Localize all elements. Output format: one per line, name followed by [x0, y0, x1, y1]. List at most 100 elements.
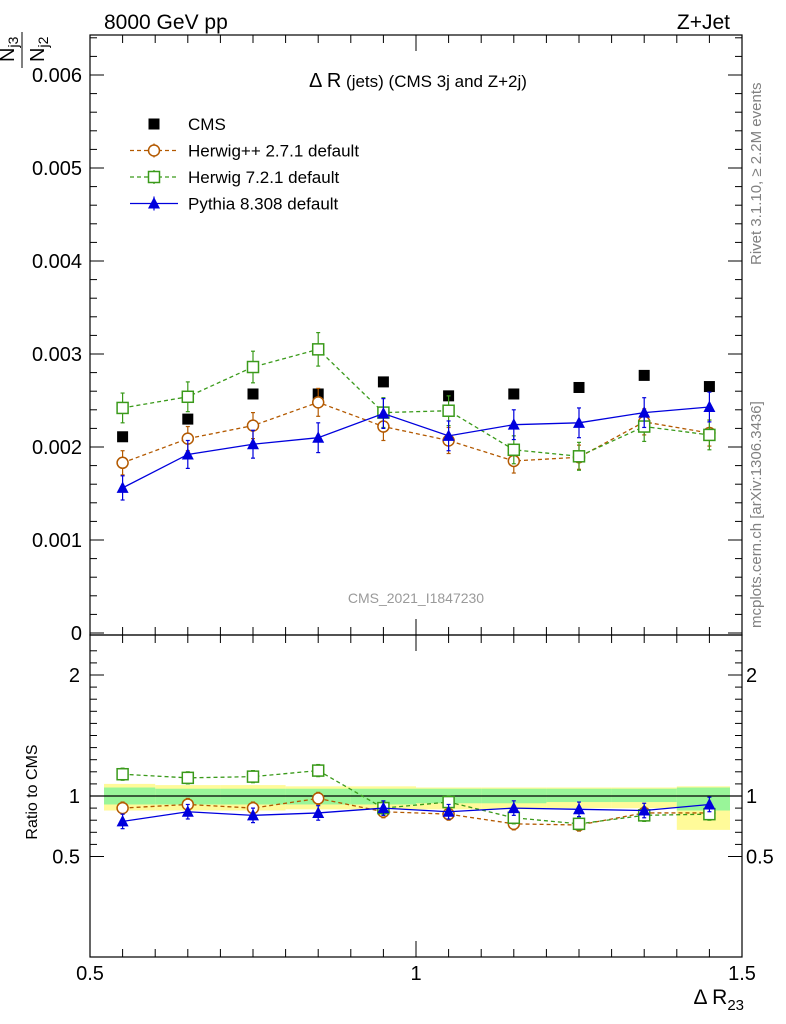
svg-text:Nj2: Nj2: [27, 36, 51, 62]
data-point: [703, 400, 716, 413]
ratio-y-tick-label-right: 1: [746, 786, 757, 808]
data-point: [311, 396, 325, 409]
y-axis-label-main: Nj3 Nj2: [0, 32, 51, 68]
data-point: [181, 805, 194, 817]
data-point: [311, 343, 325, 356]
data-point: [246, 770, 260, 783]
data-point: [181, 771, 195, 785]
data-point: [703, 797, 716, 810]
y-tick-label: 0.002: [32, 437, 82, 459]
data-point: [311, 764, 325, 777]
watermark: CMS_2021_I1847230: [348, 590, 484, 606]
series-line: [122, 401, 710, 464]
series-line: [122, 797, 710, 826]
series-triangle-filled: [116, 391, 716, 501]
series-line: [122, 803, 710, 823]
data-point: [573, 802, 585, 815]
data-point: [442, 429, 455, 441]
series-circle-open: [116, 387, 716, 476]
data-point: [181, 447, 194, 460]
data-point: [246, 419, 260, 432]
legend-marker: [148, 197, 160, 209]
data-point: [181, 390, 195, 404]
data-point: [507, 418, 520, 430]
ratio-y-tick-label: 0.5: [52, 847, 80, 869]
ylabel-den: N: [27, 48, 49, 62]
data-point: [442, 404, 455, 417]
ratio-band-inner: [546, 788, 612, 803]
ylabel-num-sub: j3: [5, 36, 21, 48]
data-point: [573, 381, 585, 393]
data-point: [572, 817, 586, 831]
y-tick-label: 0.004: [32, 251, 82, 273]
legend-label: Pythia 8.308 default: [188, 195, 339, 214]
data-point: [312, 806, 325, 818]
legend-marker: [148, 118, 160, 130]
header-left: 8000 GeV pp: [104, 11, 228, 34]
data-point: [182, 413, 194, 425]
plot-title-rest: (jets) (CMS 3j and Z+2j): [341, 72, 527, 91]
series-line: [122, 406, 710, 489]
ratio-band-inner: [676, 787, 730, 811]
data-point: [116, 401, 129, 415]
data-point: [247, 437, 259, 450]
x-tick-label: 1: [410, 963, 421, 985]
y-tick-label: 0.003: [32, 344, 82, 366]
main-axes: 0 0.001 0.002 0.003 0.004 0.005 0.006: [32, 34, 743, 645]
series-square-filled: [117, 369, 715, 443]
series-triangle-filled: [116, 796, 716, 830]
series-line: [122, 348, 710, 457]
data-point: [508, 388, 520, 400]
x-tick-label: 0.5: [76, 963, 104, 985]
mcplots-label: mcplots.cern.ch [arXiv:1306.3436]: [748, 401, 765, 628]
y-tick-label: 0.001: [32, 530, 82, 552]
ratio-y-tick-label-right: 2: [746, 665, 757, 687]
legend: CMS Herwig++ 2.7.1 default Herwig 7.2.1 de…: [130, 115, 359, 214]
data-point: [116, 801, 129, 815]
rivet-label: Rivet 3.1.10, ≥ 2.2M events: [748, 83, 765, 266]
data-point: [116, 814, 129, 827]
x-tick-label: 1.5: [728, 963, 756, 985]
data-point: [377, 376, 389, 388]
data-point: [116, 767, 129, 781]
legend-label: Herwig 7.2.1 default: [188, 168, 339, 187]
data-point: [247, 808, 259, 821]
xlabel-sub: 23: [727, 997, 744, 1014]
ylabel-num: N: [0, 48, 19, 62]
data-point: [638, 369, 650, 381]
y-tick-label: 0: [71, 623, 82, 645]
y-tick-label: 0.005: [32, 158, 82, 180]
data-point: [311, 792, 325, 805]
data-point: [442, 805, 455, 817]
ratio-y-tick-label: 2: [69, 665, 80, 687]
plot-title-delta: Δ R: [309, 70, 341, 92]
svg-text:Nj3: Nj3: [0, 36, 21, 62]
legend-marker: [147, 144, 161, 157]
data-point: [116, 481, 129, 493]
series-line: [122, 769, 710, 825]
data-point: [703, 381, 715, 393]
data-point: [116, 456, 129, 470]
header-right: Z+Jet: [677, 11, 730, 34]
legend-label: Herwig++ 2.7.1 default: [188, 142, 359, 161]
x-axis-label: Δ R23: [693, 986, 744, 1014]
data-point: [572, 450, 586, 463]
ratio-y-tick-label-right: 0.5: [746, 847, 774, 869]
plot-title: Δ R (jets) (CMS 3j and Z+2j): [309, 70, 527, 92]
ylabel-den-sub: j2: [35, 36, 51, 48]
legend-marker: [147, 170, 161, 184]
data-point: [573, 416, 585, 428]
ratio-band-group: [104, 783, 730, 830]
ratio-y-tick-label: 1: [69, 786, 80, 808]
data-point: [377, 801, 390, 814]
data-point: [247, 388, 259, 400]
ratio-band-inner: [611, 788, 677, 803]
legend-label: CMS: [188, 115, 226, 134]
xlabel-main: Δ R: [693, 986, 727, 1009]
y-tick-label: 0.006: [32, 65, 82, 87]
ratio-axes: 0.5 1 1.5 0.5 0.5 1 1 2 2: [52, 634, 774, 985]
data-point: [703, 428, 716, 442]
ratio-band-inner: [220, 788, 286, 805]
ratio-band-inner: [350, 788, 416, 805]
